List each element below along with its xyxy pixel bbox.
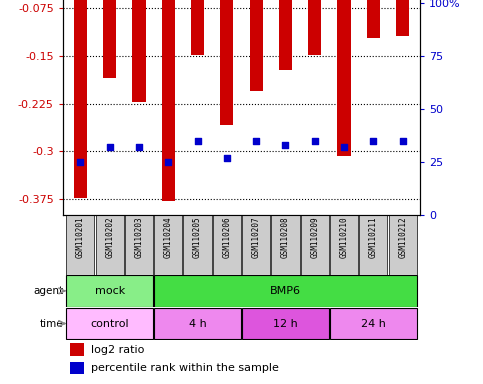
Text: GSM110204: GSM110204 [164,217,173,258]
Text: GSM110206: GSM110206 [222,217,231,258]
Bar [242,215,270,275]
Bar [66,308,153,339]
Bar [74,0,87,198]
Bar [66,215,95,275]
Bar [213,215,241,275]
Bar [338,0,351,157]
Point [311,138,319,144]
Text: GSM110209: GSM110209 [310,217,319,258]
Point [282,142,289,148]
Bar [308,0,321,55]
Bar [70,343,84,356]
Text: GSM110205: GSM110205 [193,217,202,258]
Bar [66,275,153,306]
Bar [330,215,358,275]
Text: BMP6: BMP6 [270,286,301,296]
Bar [359,215,387,275]
Bar [301,215,329,275]
Text: GSM110201: GSM110201 [76,217,85,258]
Bar [191,0,204,55]
Text: GSM110203: GSM110203 [134,217,143,258]
Point [194,138,201,144]
Point [106,144,114,150]
Bar [220,0,233,125]
Bar [103,0,116,78]
Text: 12 h: 12 h [273,318,298,329]
Point [369,138,377,144]
Bar [396,0,409,36]
Point [135,144,143,150]
Point [340,144,348,150]
Text: 24 h: 24 h [361,318,386,329]
Point [252,138,260,144]
Bar [388,215,417,275]
Text: 4 h: 4 h [189,318,206,329]
Text: agent: agent [33,286,63,296]
Text: GSM110207: GSM110207 [252,217,261,258]
Bar [242,308,329,339]
Bar [250,0,263,91]
Bar [279,0,292,70]
Point [399,138,407,144]
Point [76,159,84,165]
Bar [367,0,380,38]
Bar [154,275,417,306]
Bar [70,362,84,374]
Text: control: control [90,318,129,329]
Point [223,155,231,161]
Text: GSM110211: GSM110211 [369,217,378,258]
Bar [271,215,299,275]
Bar [96,215,124,275]
Bar [132,0,145,102]
Text: time: time [40,318,63,329]
Point [164,159,172,165]
Bar [125,215,153,275]
Bar [162,0,175,201]
Bar [154,308,241,339]
Text: GSM110212: GSM110212 [398,217,407,258]
Text: mock: mock [95,286,125,296]
Text: percentile rank within the sample: percentile rank within the sample [91,363,279,373]
Text: GSM110208: GSM110208 [281,217,290,258]
Text: GSM110210: GSM110210 [340,217,349,258]
Text: GSM110202: GSM110202 [105,217,114,258]
Bar [184,215,212,275]
Bar [330,308,417,339]
Bar [154,215,182,275]
Text: log2 ratio: log2 ratio [91,345,145,355]
